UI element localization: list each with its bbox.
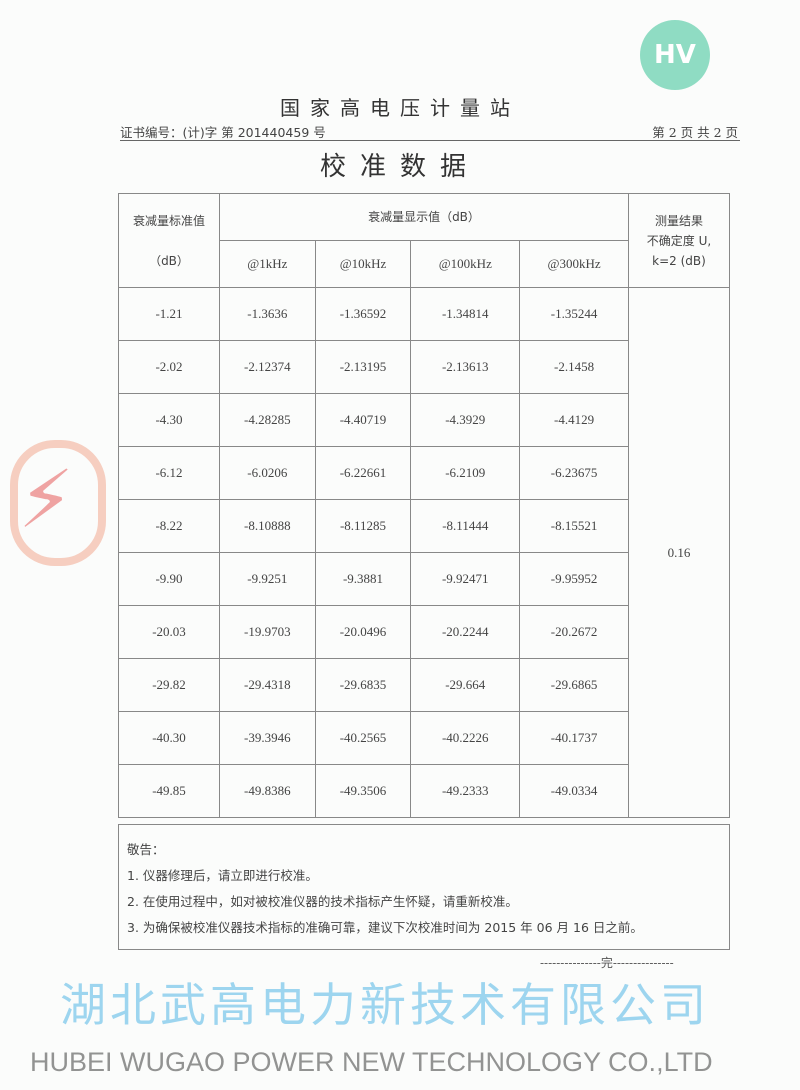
header-uncertainty-line2: 不确定度 U, — [646, 233, 712, 248]
uncertainty-cell: 0.16 — [628, 287, 730, 818]
table-row: -49.85 -49.8386 -49.3506 -49.2333 -49.0334 — [118, 764, 730, 818]
display-value-cell: -49.8386 — [219, 764, 316, 818]
display-value-cell: -40.2565 — [314, 711, 412, 765]
display-value-cell: -1.3636 — [219, 287, 316, 341]
display-value-cell: -20.2672 — [519, 605, 629, 659]
header-freq: @100kHz — [410, 240, 521, 288]
display-value-cell: -9.3881 — [314, 552, 412, 606]
standard-value-cell: -6.12 — [118, 446, 220, 500]
standard-value-cell: -2.02 — [118, 340, 220, 394]
display-value-cell: -29.6865 — [519, 658, 629, 712]
display-value-cell: -40.1737 — [519, 711, 629, 765]
display-value-cell: -9.9251 — [219, 552, 316, 606]
standard-value-cell: -49.85 — [118, 764, 220, 818]
table-row: -4.30 -4.28285 -4.40719 -4.3929 -4.4129 — [118, 393, 730, 447]
display-value-cell: -49.0334 — [519, 764, 629, 818]
standard-value-cell: -40.30 — [118, 711, 220, 765]
table-row: -8.22 -8.10888 -8.11285 -8.11444 -8.15521 — [118, 499, 730, 553]
watermark-chinese: 湖北武高电力新技术有限公司 — [60, 978, 710, 1032]
display-value-cell: -8.10888 — [219, 499, 316, 553]
end-mark: ---------------完--------------- — [540, 956, 674, 970]
display-value-cell: -20.2244 — [410, 605, 521, 659]
display-value-cell: -2.1458 — [519, 340, 629, 394]
header-uncertainty: 测量结果 不确定度 U, k=2 (dB) — [628, 193, 730, 288]
display-value-cell: -2.13613 — [410, 340, 521, 394]
display-value-cell: -29.4318 — [219, 658, 316, 712]
calibration-table: 衰减量标准值 （dB） 衰减量显示值（dB） 测量结果 不确定度 U, k=2 … — [118, 193, 730, 818]
display-value-cell: -4.40719 — [314, 393, 412, 447]
header-standard-label: 衰减量标准值 — [132, 213, 205, 228]
display-value-cell: -1.34814 — [410, 287, 521, 341]
display-value-cell: -49.3506 — [314, 764, 412, 818]
display-value-cell: -4.4129 — [519, 393, 629, 447]
header-freq: @10kHz — [314, 240, 412, 288]
display-value-cell: -39.3946 — [219, 711, 316, 765]
table-row: -29.82 -29.4318 -29.6835 -29.664 -29.6865 — [118, 658, 730, 712]
display-value-cell: -9.95952 — [519, 552, 629, 606]
display-value-cell: -9.92471 — [410, 552, 521, 606]
standard-value-cell: -29.82 — [118, 658, 220, 712]
display-value-cell: -4.3929 — [410, 393, 521, 447]
page-info: 第 2 页 共 2 页 — [652, 125, 738, 140]
table-row: -6.12 -6.0206 -6.22661 -6.2109 -6.23675 — [118, 446, 730, 500]
display-value-cell: -6.0206 — [219, 446, 316, 500]
lightning-bolt-icon: ⚡ — [18, 453, 75, 546]
display-value-cell: -2.13195 — [314, 340, 412, 394]
display-value-cell: -8.11444 — [410, 499, 521, 553]
header-standard-value: 衰减量标准值 （dB） — [118, 193, 220, 288]
company-logo: HV — [640, 20, 710, 90]
standard-value-cell: -1.21 — [118, 287, 220, 341]
notice-box: 敬告： 1. 仪器修理后，请立即进行校准。 2. 在使用过程中，如对被校准仪器的… — [118, 824, 730, 950]
table-row: -9.90 -9.9251 -9.3881 -9.92471 -9.95952 — [118, 552, 730, 606]
header-uncertainty-line1: 测量结果 — [654, 213, 703, 228]
table-row: -20.03 -19.9703 -20.0496 -20.2244 -20.2672 — [118, 605, 730, 659]
document-title: 校准数据 — [319, 152, 480, 182]
display-value-cell: -8.11285 — [314, 499, 412, 553]
table-row: -1.21 -1.3636 -1.36592 -1.34814 -1.35244 0.16 — [118, 287, 730, 818]
display-value-cell: -49.2333 — [410, 764, 521, 818]
display-value-cell: -20.0496 — [314, 605, 412, 659]
header-freq: @1kHz — [219, 240, 316, 288]
header-freq: @300kHz — [519, 240, 629, 288]
watermark-english: HUBEI WUGAO POWER NEW TECHNOLOGY CO.,LTD — [30, 1047, 713, 1077]
display-value-cell: -2.12374 — [219, 340, 316, 394]
display-value-cell: -6.22661 — [314, 446, 412, 500]
header-standard-unit: （dB） — [149, 253, 189, 268]
notice-title: 敬告： — [127, 842, 165, 857]
display-value-cell: -29.6835 — [314, 658, 412, 712]
standard-value-cell: -4.30 — [118, 393, 220, 447]
display-value-cell: -1.36592 — [314, 287, 412, 341]
display-value-cell: -1.35244 — [519, 287, 629, 341]
display-value-cell: -4.28285 — [219, 393, 316, 447]
header-display-value: 衰减量显示值（dB） — [219, 193, 629, 241]
display-value-cell: -29.664 — [410, 658, 521, 712]
display-value-cell: -19.9703 — [219, 605, 316, 659]
certificate-number: 证书编号：(计)字 第 201440459 号 — [120, 125, 326, 140]
display-value-cell: -40.2226 — [410, 711, 521, 765]
notice-item: 1. 仪器修理后，请立即进行校准。 — [127, 868, 318, 883]
display-value-cell: -8.15521 — [519, 499, 629, 553]
standard-value-cell: -8.22 — [118, 499, 220, 553]
display-value-cell: -6.23675 — [519, 446, 629, 500]
standard-value-cell: -20.03 — [118, 605, 220, 659]
standard-value-cell: -9.90 — [118, 552, 220, 606]
header-divider — [120, 140, 740, 141]
station-name: 国家高电压计量站 — [280, 96, 520, 120]
notice-item: 3. 为确保被校准仪器技术指标的准确可靠，建议下次校准时间为 2015 年 06… — [127, 920, 643, 935]
table-row: -40.30 -39.3946 -40.2565 -40.2226 -40.1737 — [118, 711, 730, 765]
header-uncertainty-line3: k=2 (dB) — [652, 253, 706, 268]
notice-item: 2. 在使用过程中，如对被校准仪器的技术指标产生怀疑，请重新校准。 — [127, 894, 518, 909]
stamp-ring — [10, 440, 106, 566]
table-row: -2.02 -2.12374 -2.13195 -2.13613 -2.1458 — [118, 340, 730, 394]
display-value-cell: -6.2109 — [410, 446, 521, 500]
